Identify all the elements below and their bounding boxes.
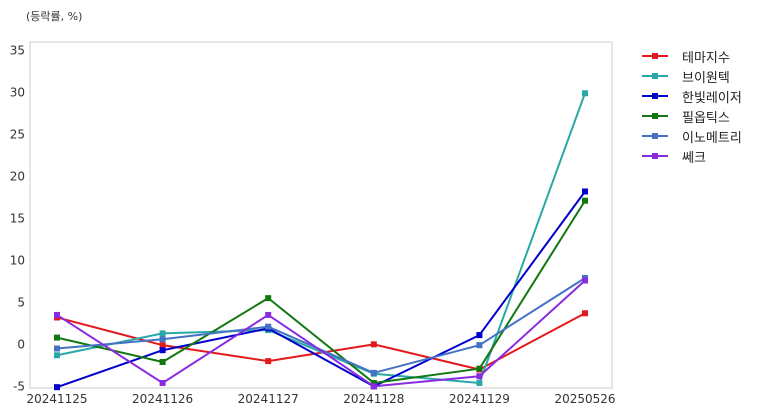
data-point — [582, 188, 588, 195]
data-point — [476, 332, 483, 339]
series-line — [56, 200, 586, 384]
y-tick-label: 10 — [10, 253, 25, 267]
legend-swatch — [640, 70, 670, 82]
series-line — [56, 279, 586, 388]
y-tick-label: 15 — [10, 211, 25, 225]
data-point — [582, 197, 588, 204]
x-tick-label: 20241129 — [449, 392, 510, 406]
y-tick-label: 20 — [10, 169, 25, 183]
x-tick-label: 20241128 — [343, 392, 404, 406]
data-point — [265, 323, 272, 330]
legend-item: 필옵틱스 — [640, 106, 742, 126]
legend-swatch — [640, 150, 670, 162]
data-point — [159, 336, 166, 343]
data-point — [159, 358, 166, 365]
y-tick-label: 25 — [10, 127, 25, 141]
data-point — [370, 369, 377, 376]
data-point — [265, 358, 272, 365]
unit-label: (등락률, %) — [26, 10, 83, 23]
data-point — [54, 311, 60, 318]
data-point — [582, 277, 588, 284]
data-point — [54, 334, 60, 341]
data-point — [159, 330, 166, 337]
data-point — [265, 311, 272, 318]
legend-item: 한빛레이저 — [640, 86, 742, 106]
data-point — [265, 295, 272, 302]
legend-label: 테마지수 — [682, 50, 730, 66]
data-point — [370, 383, 377, 390]
data-point — [582, 90, 588, 97]
legend-item: 이노메트리 — [640, 126, 742, 146]
y-tick-label: 30 — [10, 85, 25, 99]
x-tick-label: 20241126 — [132, 392, 193, 406]
plot-frame — [29, 41, 613, 389]
series-4 — [54, 197, 588, 386]
legend-swatch — [640, 130, 670, 142]
data-point — [159, 342, 166, 349]
legend-item: 쎄크 — [640, 146, 742, 166]
legend-item: 테마지수 — [640, 46, 742, 66]
data-point — [582, 310, 588, 317]
legend-swatch — [640, 50, 670, 62]
legend-label: 이노메트리 — [682, 130, 742, 146]
series-layer — [54, 90, 588, 391]
y-tick-label: -5 — [13, 379, 25, 393]
series-line — [56, 190, 586, 389]
legend-label: 쎄크 — [682, 150, 706, 166]
data-point — [54, 345, 60, 352]
x-tick-label: 20250526 — [554, 392, 615, 406]
y-tick-label: 35 — [10, 43, 25, 57]
y-tick-label: 5 — [17, 295, 25, 309]
data-point — [476, 342, 483, 349]
data-point — [370, 379, 377, 386]
tick-layer: -5 0 5 10 15 20 25 30 35 20241125 20241126 20241127… — [10, 43, 616, 406]
data-point — [54, 352, 60, 359]
legend-label: 브이원텍 — [682, 70, 730, 86]
legend-swatch — [640, 110, 670, 122]
legend-swatch — [640, 90, 670, 102]
data-point — [159, 379, 166, 386]
x-tick-label: 20241127 — [238, 392, 299, 406]
data-point — [159, 347, 166, 354]
legend-label: 필옵틱스 — [682, 110, 730, 126]
series-6 — [54, 277, 588, 390]
x-tick-label: 20241125 — [26, 392, 87, 406]
legend-label: 한빛레이저 — [682, 90, 742, 106]
axis-layer — [29, 41, 613, 389]
data-point — [370, 341, 377, 348]
legend-item: 브이원텍 — [640, 66, 742, 86]
data-point — [476, 365, 483, 372]
data-point — [476, 373, 483, 380]
y-tick-label: 0 — [17, 337, 25, 351]
data-point — [476, 379, 483, 386]
data-point — [54, 384, 60, 391]
